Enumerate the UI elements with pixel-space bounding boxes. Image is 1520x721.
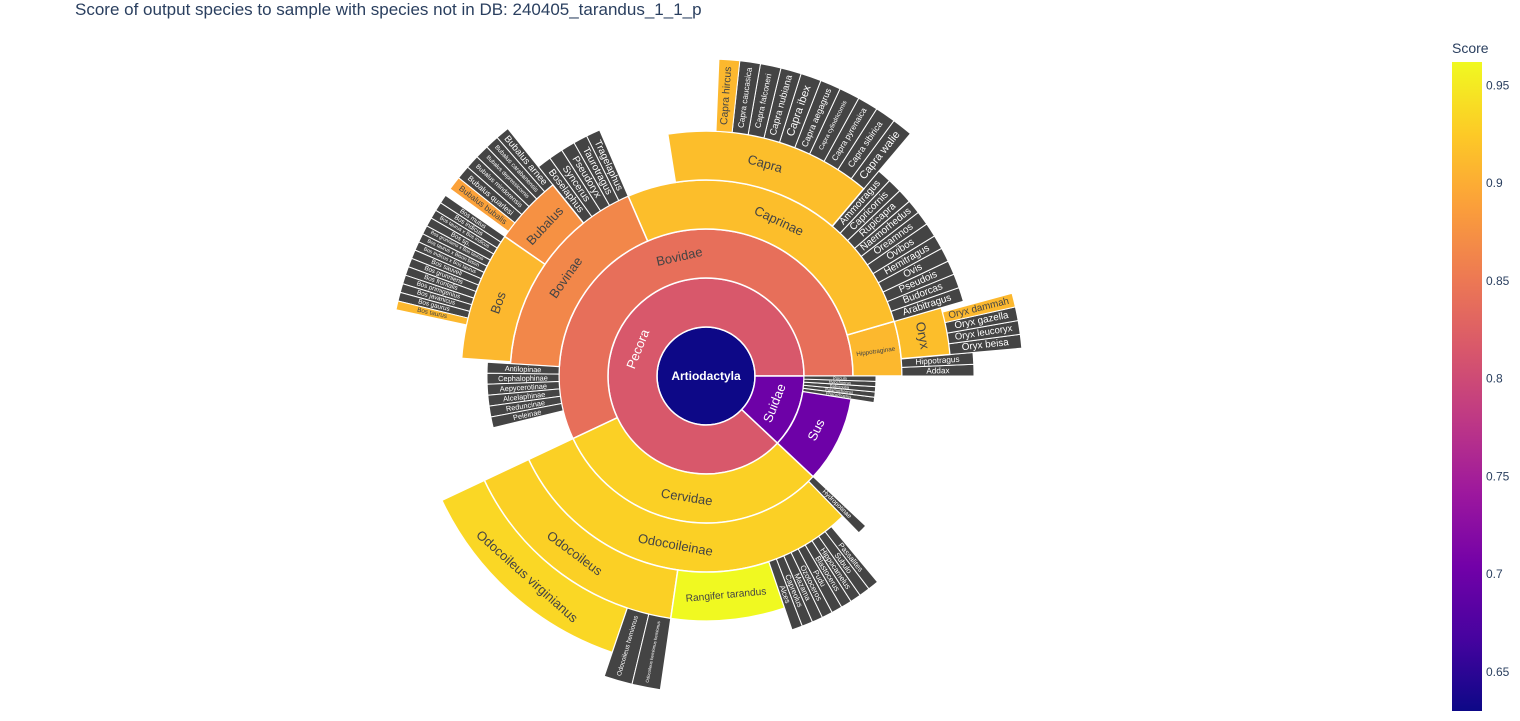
sector-label-porcula: Porcula xyxy=(833,375,847,380)
sector-bubalus-bubalis[interactable] xyxy=(449,177,516,233)
sector-label-antilopinae: Antilopinae xyxy=(505,364,542,374)
sector-capra-hircus[interactable] xyxy=(715,58,741,133)
colorbar-title: Score xyxy=(1452,40,1489,56)
sector-oryx-dammah[interactable] xyxy=(941,292,1016,324)
sector-label-cephalophinae: Cephalophinae xyxy=(498,373,548,383)
sector-passalites[interactable] xyxy=(824,525,879,590)
sector-label-oryx-beisa: Oryx beisa xyxy=(961,337,1010,353)
sector-label-artiodactyla: Artiodactyla xyxy=(671,369,741,383)
colorbar-tick-label: 0.75 xyxy=(1486,469,1510,483)
colorbar-tick-label: 0.8 xyxy=(1486,372,1503,386)
colorbar-tick-label: 0.65 xyxy=(1486,665,1510,679)
sector-label-addax: Addax xyxy=(926,366,949,376)
sector-label-hippotragus: Hippotragus xyxy=(915,355,960,367)
colorbar-tick-label: 0.7 xyxy=(1486,567,1503,581)
colorbar-tick-label: 0.9 xyxy=(1486,176,1503,190)
sector-porcula[interactable] xyxy=(803,375,877,382)
colorbar-tick-label: 0.95 xyxy=(1486,78,1510,92)
sector-label-potamochoerus: Potamochoerus xyxy=(825,387,853,395)
sector-label-phacochoerus: Phacochoerus xyxy=(826,391,852,400)
sector-label-capra-hircus: Capra hircus xyxy=(719,66,734,125)
sector-label-babyrousa: Babyrousa xyxy=(830,383,850,390)
sector-label-bos: Bos xyxy=(487,289,509,316)
colorbar: Score 0.65 0.7 0.75 0.8 0.85 0.9 0.95 xyxy=(1452,40,1510,711)
sector-label-hylochoerus: Hylochoerus xyxy=(829,379,851,385)
sector-label-oryx: Oryx xyxy=(913,321,933,351)
sector-bos-taurus[interactable] xyxy=(395,300,469,326)
sector-peleinae[interactable] xyxy=(490,402,564,429)
chart-title: Score of output species to sample with s… xyxy=(75,0,702,19)
colorbar-tick-label: 0.85 xyxy=(1486,274,1510,288)
sunburst-rings: ArtiodactylaPecoraBovidaeHippotraginaeAd… xyxy=(395,58,1023,691)
sector-label-aepycerotinae: Aepycerotinae xyxy=(499,382,547,394)
colorbar-gradient xyxy=(1452,62,1482,711)
